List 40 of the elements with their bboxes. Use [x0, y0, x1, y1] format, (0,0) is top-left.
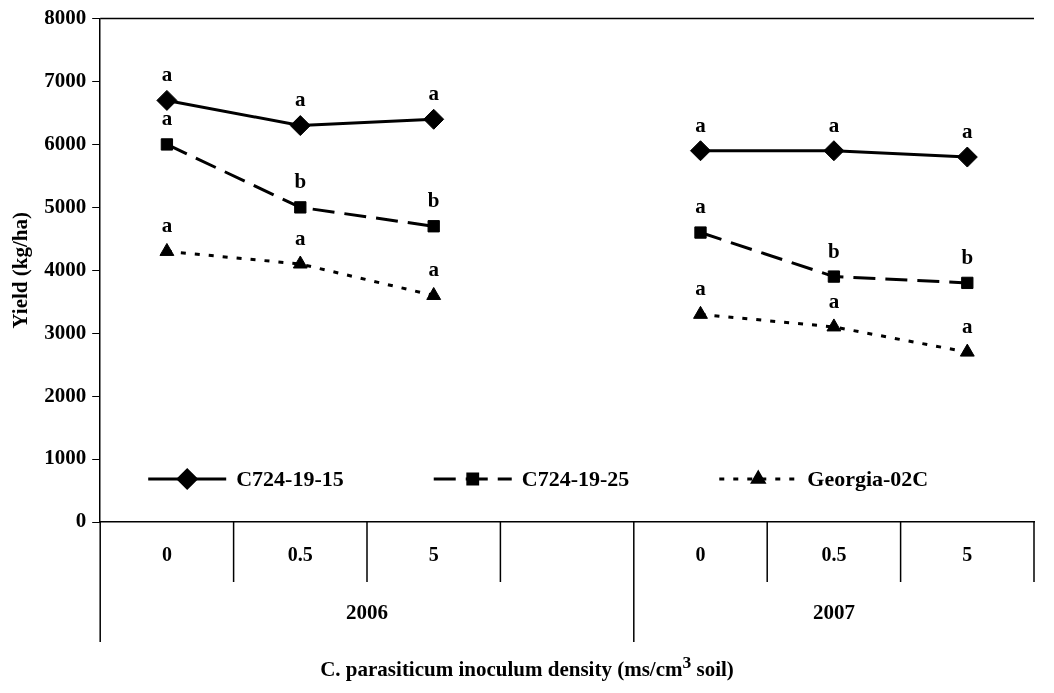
- data-label: a: [161, 62, 173, 87]
- y-tick-label: 4000: [44, 256, 87, 281]
- legend-label: C724-19-15: [236, 465, 344, 491]
- data-label: a: [295, 225, 307, 250]
- y-tick-label: 7000: [44, 67, 87, 92]
- x-tick-label: 0.5: [287, 543, 313, 566]
- x-tick-label: 5: [428, 543, 439, 566]
- y-tick-label: 6000: [44, 130, 87, 155]
- data-label: b: [294, 169, 307, 194]
- data-label: a: [695, 112, 707, 137]
- data-label: a: [295, 87, 307, 112]
- data-label: a: [428, 81, 440, 106]
- data-label: a: [161, 106, 173, 131]
- legend-label: Georgia-02C: [807, 465, 929, 491]
- x-tick-label: 0.5: [821, 543, 847, 566]
- legend-label: C724-19-25: [521, 465, 630, 491]
- y-tick-label: 3000: [44, 319, 87, 344]
- data-label: a: [828, 288, 840, 313]
- y-tick-label: 2000: [44, 382, 87, 407]
- data-label: a: [428, 257, 440, 282]
- data-label: b: [427, 188, 440, 213]
- data-label: b: [961, 244, 974, 269]
- x-tick-label: 0: [161, 543, 172, 566]
- x-tick-label: 0: [695, 543, 706, 566]
- data-label: a: [695, 276, 707, 301]
- y-tick-label: 8000: [44, 5, 87, 30]
- y-axis-title: Yield (kg/ha): [8, 212, 33, 329]
- data-label: a: [695, 194, 707, 219]
- y-tick-label: 5000: [44, 193, 87, 218]
- x-tick-label: 5: [962, 543, 973, 566]
- x-axis-title: C. parasiticum inoculum density (ms/cm$^{3}$ soil): [319, 652, 735, 682]
- text: 2006: [346, 600, 388, 625]
- data-label: a: [828, 112, 840, 137]
- data-label: a: [161, 213, 173, 238]
- data-label: a: [962, 314, 974, 339]
- data-label: a: [962, 118, 974, 143]
- y-tick-label: 1000: [44, 445, 87, 470]
- data-label: b: [828, 238, 840, 263]
- y-tick-label: 0: [75, 508, 87, 533]
- text: 2007: [812, 600, 855, 625]
